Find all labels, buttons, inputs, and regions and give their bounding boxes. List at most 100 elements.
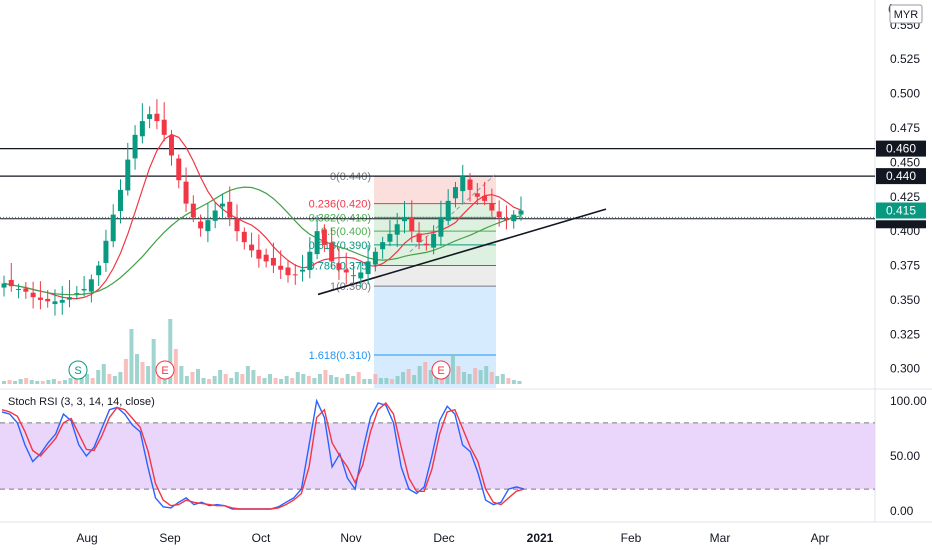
candle-body[interactable]	[52, 301, 58, 305]
candle-body[interactable]	[329, 242, 335, 262]
candle-body[interactable]	[401, 217, 407, 222]
currency-badge[interactable]: MYR	[889, 4, 923, 24]
candle-body[interactable]	[88, 279, 94, 292]
volume-histogram	[2, 319, 522, 384]
candle-body[interactable]	[431, 233, 437, 248]
volume-bar	[456, 366, 461, 384]
candle-body[interactable]	[365, 261, 371, 275]
horizontal-lines[interactable]	[0, 147, 875, 220]
candle-body[interactable]	[343, 269, 349, 273]
candle-body[interactable]	[118, 189, 124, 212]
candle-body[interactable]	[103, 240, 109, 263]
candle-body[interactable]	[205, 220, 211, 232]
candle-body[interactable]	[474, 193, 480, 197]
candle-body[interactable]	[125, 159, 131, 191]
candle-body[interactable]	[147, 114, 153, 119]
candle-body[interactable]	[380, 242, 386, 250]
candle-body[interactable]	[234, 219, 240, 232]
time-axis-label: Sep	[159, 531, 181, 545]
time-axis[interactable]: Aug Sep Oct Nov Dec 2021 Feb Mar Apr	[76, 531, 829, 545]
candle-body[interactable]	[503, 218, 509, 221]
candle-body[interactable]	[212, 210, 218, 221]
candle-body[interactable]	[161, 119, 167, 135]
candle-body[interactable]	[30, 292, 36, 298]
volume-bar	[389, 379, 394, 384]
candlestick-series[interactable]	[1, 99, 524, 316]
candle-body[interactable]	[190, 203, 196, 218]
volume-bar	[151, 339, 156, 384]
event-marker[interactable]: S	[68, 360, 88, 380]
ascending-trendline[interactable]	[317, 208, 607, 296]
candle-body[interactable]	[227, 201, 233, 218]
fast-moving-average	[3, 133, 522, 300]
candle-body[interactable]	[219, 203, 225, 207]
currency-badge-frame	[889, 4, 923, 24]
stoch-rsi-panel[interactable]	[0, 398, 875, 510]
candle-body[interactable]	[452, 187, 458, 199]
candle-body[interactable]	[241, 231, 247, 243]
candle-body[interactable]	[256, 249, 262, 259]
candle-body[interactable]	[263, 254, 269, 262]
candle-body[interactable]	[518, 210, 524, 215]
candle-body[interactable]	[132, 134, 138, 159]
candle-body[interactable]	[8, 279, 14, 287]
candle-body[interactable]	[351, 275, 357, 277]
candle-body[interactable]	[37, 297, 43, 300]
candle-body[interactable]	[16, 288, 22, 290]
candle-body[interactable]	[183, 181, 189, 204]
candle-body[interactable]	[300, 269, 306, 272]
candle-body[interactable]	[81, 288, 87, 291]
candle-body[interactable]	[270, 257, 276, 266]
candle-body[interactable]	[460, 176, 466, 192]
event-marker[interactable]: E	[431, 360, 451, 380]
oscillator-axis[interactable]: 100.00 50.00 0.00	[890, 394, 927, 518]
volume-bar	[373, 374, 378, 384]
candle-body[interactable]	[176, 158, 182, 181]
event-marker[interactable]: E	[155, 360, 175, 380]
volume-bar	[173, 349, 178, 384]
candle-body[interactable]	[110, 214, 116, 242]
candle-body[interactable]	[423, 243, 429, 245]
candle-body[interactable]	[74, 293, 80, 295]
candle-body[interactable]	[198, 221, 204, 229]
candle-body[interactable]	[168, 135, 174, 156]
candle-body[interactable]	[394, 224, 400, 235]
candle-body[interactable]	[154, 113, 160, 122]
candle-body[interactable]	[1, 283, 7, 288]
candle-body[interactable]	[416, 233, 422, 243]
volume-bar	[290, 378, 295, 384]
candle-body[interactable]	[358, 272, 364, 279]
candle-body[interactable]	[438, 217, 444, 237]
fib-level-label: 1(0.360)	[330, 281, 371, 293]
candle-body[interactable]	[96, 265, 102, 276]
trend-lines[interactable]	[317, 174, 607, 296]
price-tick-label: 0.425	[890, 190, 920, 204]
candle-body[interactable]	[489, 203, 495, 211]
candle-body[interactable]	[372, 251, 378, 265]
candle-body[interactable]	[249, 244, 255, 251]
candle-body[interactable]	[278, 265, 284, 270]
candle-body[interactable]	[285, 267, 291, 276]
volume-bar	[423, 362, 428, 384]
candle-body[interactable]	[59, 299, 65, 303]
candle-body[interactable]	[314, 231, 320, 255]
candle-body[interactable]	[292, 274, 298, 276]
candle-body[interactable]	[139, 121, 145, 137]
candle-body[interactable]	[496, 211, 502, 218]
candle-body[interactable]	[511, 214, 517, 222]
candle-body[interactable]	[387, 233, 393, 242]
candle-body[interactable]	[321, 229, 327, 245]
candle-body[interactable]	[409, 217, 415, 232]
price-label-box-partial	[876, 220, 926, 229]
candle-body[interactable]	[67, 297, 73, 300]
candle-body[interactable]	[445, 200, 451, 221]
candle-body[interactable]	[482, 195, 488, 201]
candle-body[interactable]	[467, 179, 473, 190]
candle-body[interactable]	[336, 263, 342, 270]
candle-body[interactable]	[307, 251, 313, 271]
time-axis-label: Mar	[710, 531, 731, 545]
candle-body[interactable]	[45, 298, 51, 302]
candle-body[interactable]	[23, 288, 29, 292]
